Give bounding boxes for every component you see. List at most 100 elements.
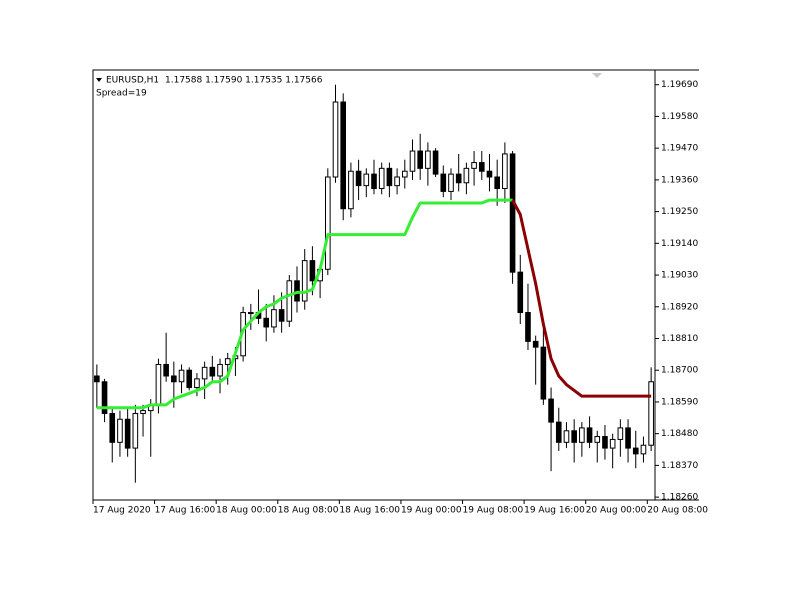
x-tick-label: 19 Aug 00:00	[401, 506, 462, 516]
candle-body	[301, 260, 308, 302]
candle-body	[448, 173, 454, 192]
x-tick-label: 17 Aug 16:00	[155, 506, 216, 516]
x-tick-label: 19 Aug 16:00	[524, 506, 585, 516]
y-tick-label: 1.18810	[661, 334, 698, 344]
y-tick-label: 1.18920	[661, 302, 698, 312]
candle-body	[640, 444, 647, 455]
candle-body	[117, 418, 123, 443]
plot-frame	[92, 69, 656, 501]
x-tick-label: 20 Aug 00:00	[586, 506, 647, 516]
y-tick-label: 1.19140	[661, 239, 698, 249]
candle-body	[248, 312, 254, 315]
candle-body	[271, 309, 277, 328]
candle-body	[386, 167, 393, 187]
candle-body	[401, 170, 408, 178]
candle-body	[502, 153, 508, 190]
candle-body	[132, 412, 139, 449]
candle-body	[463, 167, 470, 184]
candle-body	[563, 430, 570, 443]
candle-body	[371, 173, 377, 190]
candle-body	[425, 150, 431, 169]
symbol-menu-arrow	[96, 78, 102, 82]
candle-body	[101, 381, 108, 414]
indicator-line	[96, 198, 513, 410]
quote: 1.17588 1.17590 1.17535 1.17566	[165, 76, 323, 86]
x-tick-label: 18 Aug 00:00	[216, 506, 277, 516]
candle-body	[278, 309, 285, 322]
y-tick-label: 1.19360	[661, 175, 698, 185]
candle-body	[217, 363, 223, 377]
x-tick-label: 18 Aug 16:00	[339, 506, 400, 516]
candle-body	[602, 436, 608, 449]
candle-body	[178, 369, 185, 383]
candle-body	[394, 176, 400, 187]
candle-body	[363, 173, 370, 187]
candle-body	[340, 101, 347, 210]
y-tick-label: 1.18480	[661, 429, 698, 439]
candle-body	[486, 170, 493, 178]
candle-body	[417, 150, 424, 169]
candle-body	[171, 375, 177, 383]
candle-body	[194, 378, 200, 389]
candle-body	[625, 427, 631, 449]
y-tick-label: 1.18260	[661, 493, 698, 503]
candle-body	[548, 398, 554, 423]
candle-body	[94, 375, 100, 383]
candle-body	[571, 430, 577, 443]
candle-body	[532, 340, 539, 348]
candle-body	[525, 312, 531, 342]
candle-body	[201, 366, 208, 380]
candle-body	[263, 317, 270, 328]
candle-body	[471, 162, 477, 169]
y-tick-label: 1.19690	[661, 80, 698, 90]
candle-body	[140, 410, 146, 414]
candle-body	[540, 346, 547, 400]
candle-body	[332, 101, 339, 178]
candle-body	[455, 173, 462, 184]
candle-body	[355, 170, 362, 187]
x-tick-label: 18 Aug 08:00	[278, 506, 339, 516]
candle-body	[579, 427, 585, 443]
candle-body	[348, 170, 354, 210]
candle-body	[648, 381, 654, 446]
candle-body	[124, 418, 131, 449]
candle-body	[440, 173, 447, 192]
candle-body	[109, 412, 116, 443]
y-tick-label: 1.18590	[661, 397, 698, 407]
candle-body	[432, 150, 439, 175]
candle-body	[378, 167, 385, 190]
candle-body	[594, 436, 601, 443]
candle-body	[155, 363, 162, 406]
y-tick-label: 1.19580	[661, 112, 698, 122]
candle-body	[286, 280, 293, 322]
candle-body	[209, 366, 216, 377]
y-tick-label: 1.19250	[661, 207, 698, 217]
candle-body	[224, 358, 231, 365]
candle-body	[609, 438, 616, 449]
candle-body	[494, 176, 500, 190]
x-tick-label: 19 Aug 08:00	[463, 506, 524, 516]
x-tick-label: 20 Aug 08:00	[647, 506, 708, 516]
candle-body	[409, 150, 416, 172]
candle-body	[186, 369, 193, 389]
indicator-line	[511, 199, 652, 398]
candle-body	[309, 260, 316, 282]
candle-body	[617, 427, 624, 440]
candle-body	[324, 176, 331, 270]
y-tick-label: 1.19470	[661, 144, 698, 154]
candle-body	[632, 447, 639, 455]
candle-body	[478, 162, 485, 172]
spread: Spread=19	[96, 89, 147, 99]
y-tick-label: 1.19030	[661, 271, 698, 281]
candle-body	[163, 363, 169, 377]
y-tick-label: 1.18700	[661, 366, 698, 376]
shift-marker	[592, 73, 602, 78]
candle-body	[517, 271, 524, 314]
x-tick-label: 17 Aug 2020	[93, 506, 151, 516]
y-tick-label: 1.18370	[661, 461, 698, 471]
candle-body	[555, 421, 562, 443]
candle-body	[586, 427, 593, 443]
symbol: EURUSD,H1	[106, 76, 159, 86]
candle-body	[509, 153, 516, 273]
